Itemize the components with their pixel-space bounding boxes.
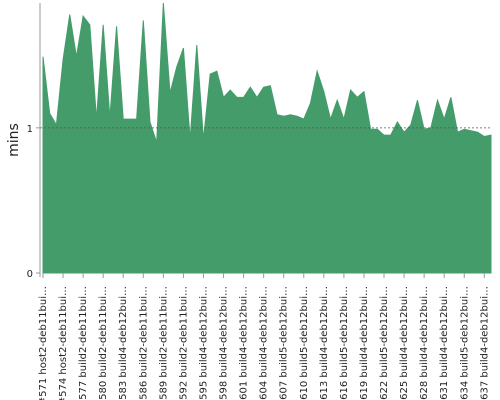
- x-tick-label: #601 build4-deb12bui…: [239, 286, 250, 400]
- x-tick-label: #598 build4-deb12bui…: [219, 286, 230, 400]
- x-tick-label: #586 build2-deb11bui…: [138, 286, 149, 400]
- x-tick-label: #637 build4-deb12bui…: [479, 286, 490, 400]
- y-axis-label: mins: [6, 123, 22, 157]
- x-tick-label: #628 build4-deb12bui…: [419, 286, 430, 400]
- x-tick-label: #571 host2-deb11bui…: [38, 286, 49, 400]
- x-tick-label: #607 build5-deb12bui…: [279, 286, 290, 400]
- x-tick-label: #589 build2-deb11bui…: [158, 286, 169, 400]
- x-tick-label: #625 build4-deb12bui…: [399, 286, 410, 400]
- x-tick-label: #595 build4-deb12bui…: [198, 286, 209, 400]
- y-tick-label: 0: [27, 269, 33, 280]
- x-tick-label: #619 build4-deb12bui…: [359, 286, 370, 400]
- x-tick-label: #631 build4-deb12bui…: [439, 286, 450, 400]
- x-tick-label: #580 build2-deb11bui…: [98, 286, 109, 400]
- x-tick-label: #622 build5-deb12bui…: [379, 286, 390, 400]
- x-tick-label: #583 build4-deb12bui…: [118, 286, 129, 400]
- x-tick-label: #634 build5-deb12bui…: [459, 286, 470, 400]
- x-tick-label: #592 build2-deb11bui…: [178, 286, 189, 400]
- area: [42, 2, 492, 274]
- x-tick-label: #616 build5-deb12bui…: [339, 286, 350, 400]
- x-tick-label: #610 build5-deb12bui…: [299, 286, 310, 400]
- x-tick-label: #604 build4-deb12bui…: [259, 286, 270, 400]
- y-tick-label: 1: [27, 124, 33, 135]
- x-tick-label: #613 build4-deb12bui…: [319, 286, 330, 400]
- x-tick-label: #577 build2-deb11bui…: [78, 286, 89, 400]
- x-tick-label: #574 host2-deb11bui…: [58, 286, 69, 400]
